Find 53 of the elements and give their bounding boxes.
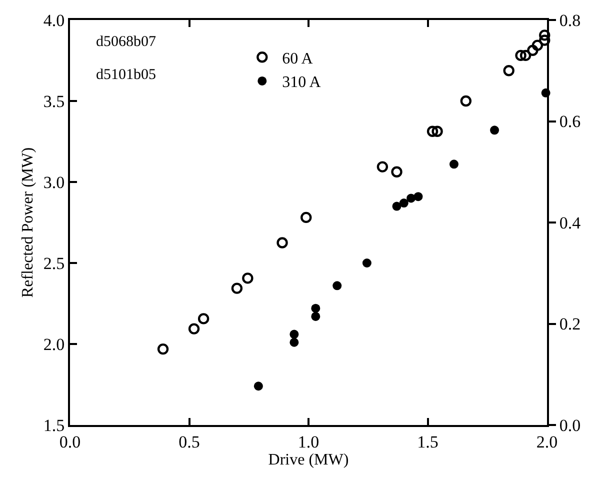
point: [392, 202, 402, 211]
point: [290, 338, 299, 347]
x-tick-label: 2.0: [536, 432, 558, 452]
point: [539, 30, 550, 41]
point: [362, 258, 372, 268]
point: [276, 237, 288, 248]
y-tick-label: 2.5: [43, 254, 65, 273]
point: [503, 65, 514, 76]
y-tick-label: 4.0: [43, 10, 65, 30]
point: [242, 272, 254, 284]
point: [290, 330, 299, 339]
annotation: d5068b07: [96, 34, 156, 50]
point: [490, 126, 500, 135]
point: [376, 161, 388, 172]
legend-label: 310 A: [282, 74, 322, 92]
y-tick-label: 1.5: [43, 416, 65, 435]
point: [449, 160, 458, 169]
point: [311, 312, 320, 321]
point: [399, 198, 408, 208]
y2-tick-label: 0.2: [559, 314, 581, 334]
point: [391, 166, 402, 178]
y-axis-title: Reflected Power (MW): [20, 147, 37, 298]
point: [426, 126, 438, 137]
x-tick-label: 0.0: [59, 432, 81, 452]
point: [432, 126, 443, 137]
point: [532, 40, 544, 51]
y-tick-label: 3.0: [43, 172, 65, 192]
y-tick-label: 2.0: [43, 334, 65, 354]
point: [188, 323, 200, 334]
x-tick-label: 1.0: [298, 432, 320, 452]
y-tick-label: 3.5: [43, 92, 65, 111]
annotation: d5101b05: [96, 67, 156, 83]
point: [157, 343, 169, 355]
y2-tick-label: 0.4: [559, 213, 582, 232]
y2-tick-label: 0.0: [559, 416, 581, 435]
point: [231, 282, 243, 294]
point: [414, 192, 423, 202]
legend-label: 60 A: [282, 50, 314, 68]
point: [539, 34, 550, 46]
point: [515, 50, 526, 62]
x-tick-label: 0.5: [178, 432, 200, 452]
point: [460, 95, 472, 107]
point: [527, 44, 538, 56]
y2-tick-label: 0.8: [559, 10, 581, 30]
y2-tick-label: 0.6: [559, 112, 581, 132]
point: [198, 313, 210, 324]
x-axis-title: Drive (MW): [268, 451, 349, 468]
point: [254, 382, 263, 391]
point: [520, 50, 532, 62]
point: [332, 281, 342, 290]
x-tick-label: 1.5: [417, 432, 438, 452]
point: [311, 304, 320, 313]
point: [300, 212, 312, 224]
